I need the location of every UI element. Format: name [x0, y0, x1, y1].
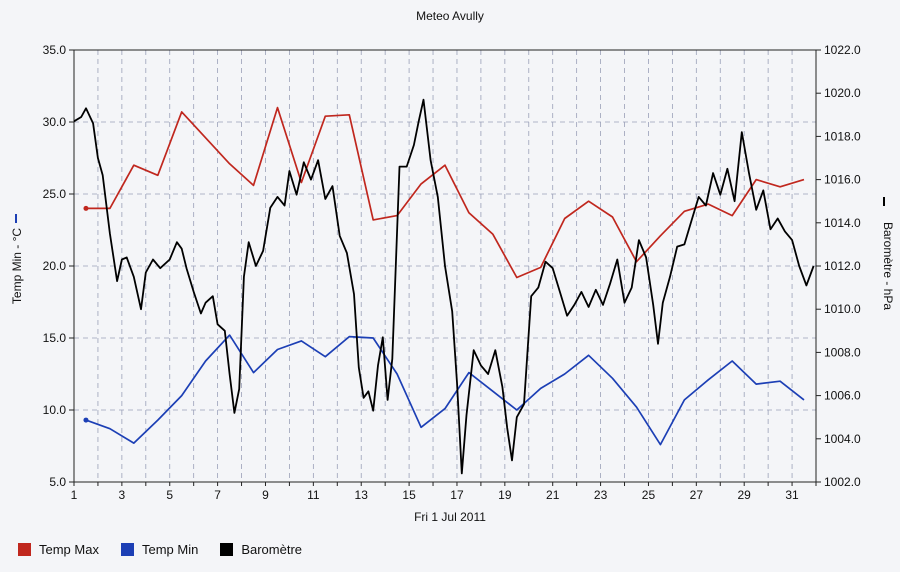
x-tick-label: 23 [594, 488, 608, 502]
x-tick-label: 21 [546, 488, 560, 502]
legend-item-temp-max: Temp Max [18, 542, 99, 557]
left-tick-label: 25.0 [43, 187, 67, 201]
legend-swatch-temp-min [120, 543, 134, 556]
legend-swatch-barometre [220, 543, 234, 556]
left-axis: 5.0 10.0 15.0 20.0 25.0 30.0 35.0 [43, 43, 74, 489]
right-tick-label: 1018.0 [824, 129, 861, 143]
x-tick-label: 25 [642, 488, 656, 502]
right-tick-label: 1008.0 [824, 345, 861, 359]
right-tick-label: 1002.0 [824, 475, 861, 489]
x-tick-label: 29 [738, 488, 752, 502]
x-tick-label: 3 [119, 488, 126, 502]
right-tick-label: 1020.0 [824, 86, 861, 100]
right-tick-label: 1014.0 [824, 216, 861, 230]
legend-swatch-temp-max [18, 543, 31, 556]
left-axis-label: Temp Min - °C [10, 228, 24, 304]
right-axis: 1002.0 1004.0 1006.0 1008.0 1010.0 1012.0 1014… [816, 43, 861, 489]
x-tick-label: 7 [214, 488, 221, 502]
series-start-point-temp-max [83, 205, 89, 211]
series-start-point-temp-min [83, 417, 89, 423]
x-tick-label: 15 [402, 488, 416, 502]
right-tick-label: 1012.0 [824, 259, 861, 273]
right-axis-label: Baromètre - hPa [881, 222, 895, 310]
x-axis-label: Fri 1 Jul 2011 [414, 510, 486, 524]
series-line-temp-max [86, 106, 805, 279]
x-tick-label: 17 [450, 488, 464, 502]
right-tick-label: 1016.0 [824, 173, 861, 187]
right-tick-label: 1006.0 [824, 389, 861, 403]
x-tick-label: 5 [166, 488, 173, 502]
x-tick-label: 19 [498, 488, 512, 502]
series-line-temp-min [85, 334, 805, 446]
x-tick-label: 13 [355, 488, 369, 502]
right-tick-label: 1022.0 [824, 43, 861, 57]
chart: Meteo Avully 5.010.015.020.025.030.035.0… [10, 9, 895, 524]
x-tick-label: 31 [785, 488, 799, 502]
legend-label-temp-max: Temp Max [39, 542, 99, 557]
grid [73, 49, 817, 483]
legend-label-temp-min: Temp Min [141, 542, 199, 557]
right-tick-label: 1004.0 [824, 432, 861, 446]
chart-title: Meteo Avully [416, 9, 484, 23]
series-line-barom-tre [73, 98, 815, 475]
x-tick-label: 1 [71, 488, 78, 502]
right-tick-label: 1010.0 [824, 302, 861, 316]
left-tick-label: 30.0 [43, 115, 67, 129]
x-tick-label: 11 [307, 488, 320, 502]
x-tick-label: 27 [690, 488, 704, 502]
left-tick-label: 35.0 [43, 43, 67, 57]
left-tick-label: 5.0 [49, 475, 66, 489]
legend-item-barometre: Baromètre [220, 542, 302, 557]
legend-label-barometre: Baromètre [241, 542, 303, 557]
x-tick-label: 9 [262, 488, 269, 502]
legend: Temp Max Temp Min Baromètre [18, 542, 324, 557]
x-axis: 1 3 5 7 9 11 13 15 17 19 21 23 25 27 29 31 [71, 482, 817, 502]
legend-item-temp-min: Temp Min [120, 542, 199, 557]
left-tick-label: 20.0 [43, 259, 67, 273]
left-tick-label: 15.0 [43, 331, 67, 345]
series-group [73, 98, 815, 475]
left-tick-label: 10.0 [43, 403, 67, 417]
